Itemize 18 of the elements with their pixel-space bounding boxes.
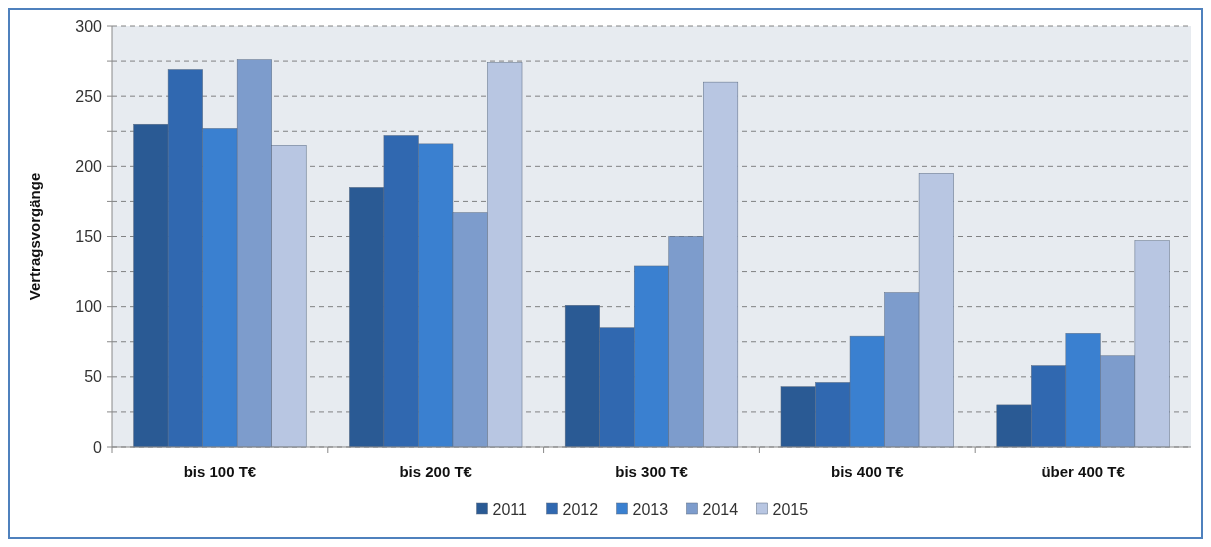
- y-tick-label: 100: [75, 298, 103, 316]
- y-tick-label: 200: [75, 157, 103, 175]
- x-tick-label: bis 400 T€: [831, 463, 905, 480]
- legend-label: 2013: [632, 500, 669, 518]
- y-tick-label: 300: [75, 17, 103, 35]
- x-tick-label: bis 300 T€: [615, 463, 689, 480]
- y-tick-label: 150: [75, 228, 103, 246]
- x-tick-label: bis 100 T€: [183, 463, 257, 480]
- x-tick-label: über 400 T€: [1041, 463, 1126, 480]
- y-tick-label: 0: [93, 438, 103, 456]
- legend-label: 2014: [702, 500, 739, 518]
- legend-label: 2011: [492, 500, 528, 518]
- legend-label: 2015: [772, 500, 809, 518]
- y-tick-label: 50: [84, 368, 103, 386]
- legend-label: 2012: [562, 500, 599, 518]
- y-tick-label: 250: [75, 87, 103, 105]
- y-axis-title: Vertragsvorgänge: [26, 172, 43, 301]
- x-tick-label: bis 200 T€: [399, 463, 473, 480]
